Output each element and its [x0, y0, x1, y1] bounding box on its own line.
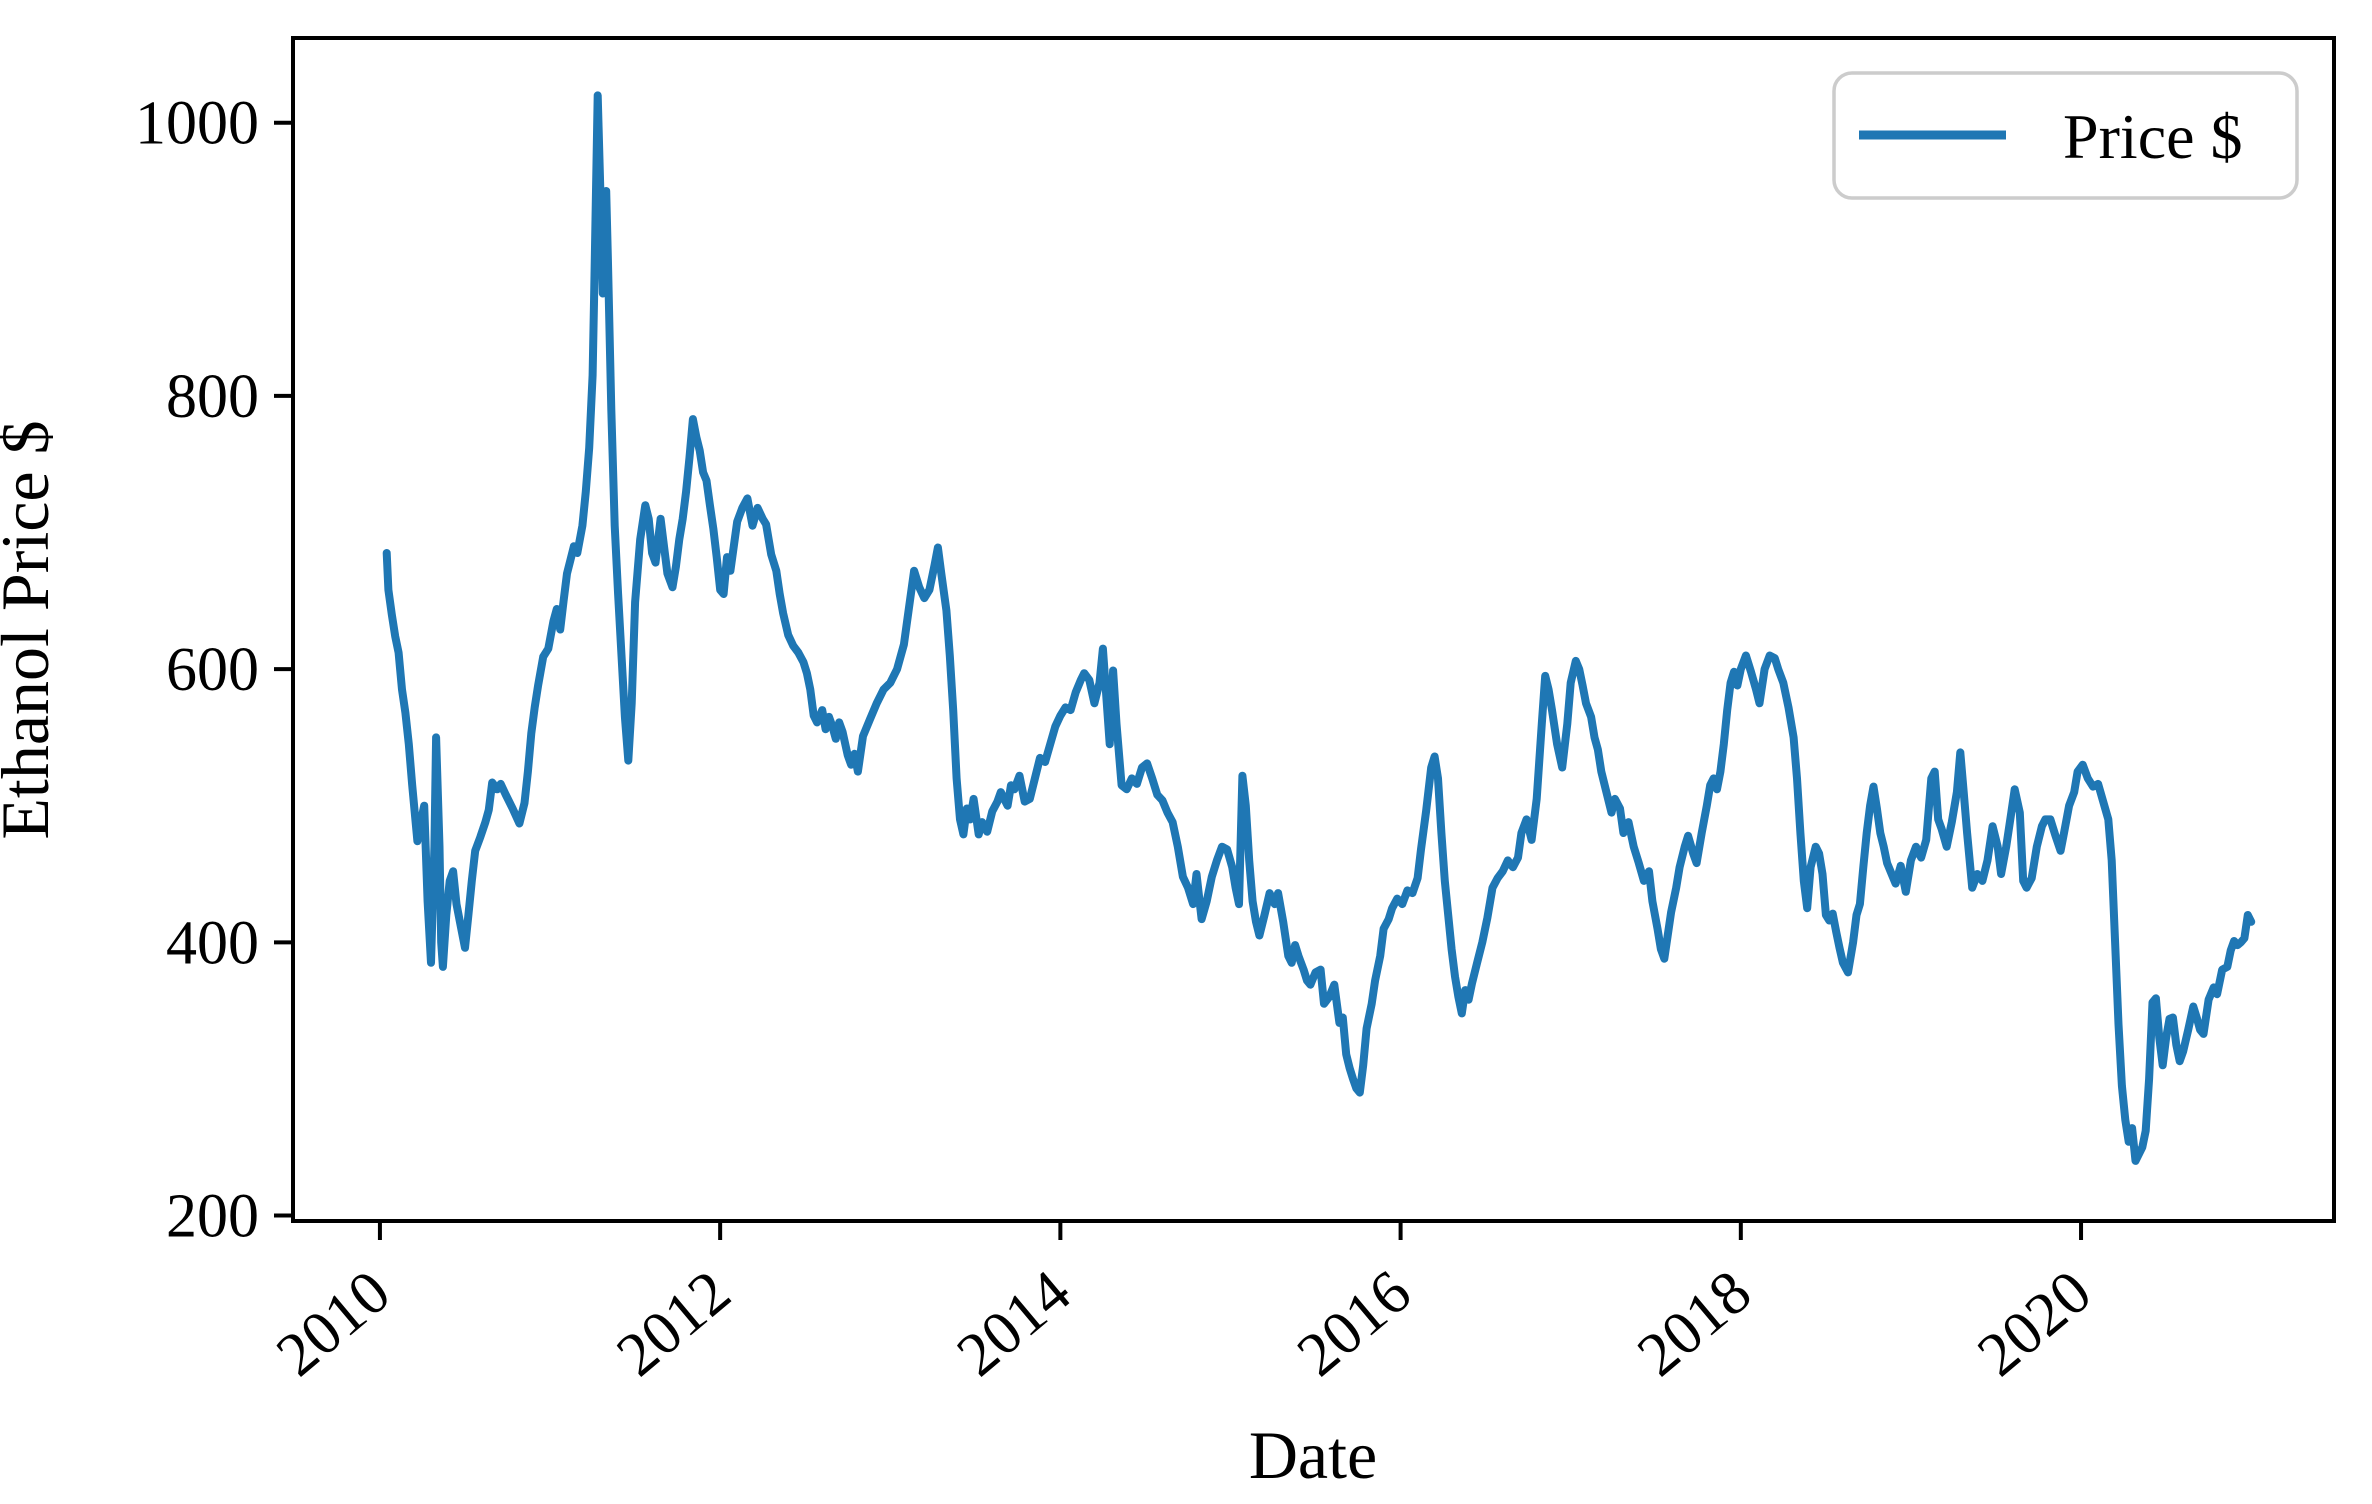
x-axis-label: Date: [1249, 1417, 1377, 1493]
y-tick-label: 200: [166, 1183, 259, 1251]
x-tick-label: 2012: [604, 1258, 743, 1390]
x-tick-label: 2020: [1965, 1258, 2104, 1390]
x-tick-label: 2016: [1285, 1258, 1424, 1390]
legend-label: Price $: [2063, 101, 2243, 172]
price-line-series: [382, 91, 2256, 1165]
y-axis-label: Ethanol Price $: [0, 420, 63, 839]
price-line: [382, 91, 2256, 1165]
x-tick-label: 2014: [945, 1258, 1084, 1390]
x-axis-ticks: 2010 2012 2014 2016 2018 2020: [264, 1221, 2104, 1389]
y-tick-label: 800: [166, 363, 259, 431]
y-tick-label: 600: [166, 636, 259, 704]
x-tick-label: 2010: [264, 1258, 403, 1390]
y-tick-label: 400: [166, 909, 259, 977]
y-tick-label: 1000: [135, 90, 259, 158]
x-tick-label: 2018: [1625, 1258, 1764, 1390]
y-axis-ticks: 200 400 600 800 1000: [135, 90, 293, 1251]
legend-box: [1832, 71, 2299, 200]
plot-frame: [291, 36, 2336, 1223]
legend: Price $: [1832, 71, 2299, 200]
